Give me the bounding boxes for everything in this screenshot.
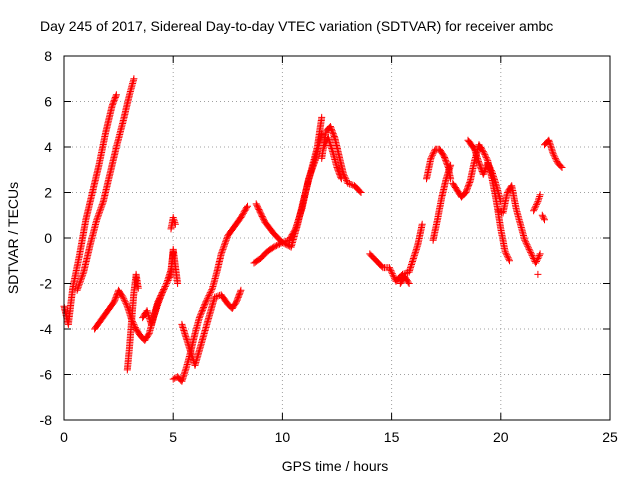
series-arc-2 (73, 75, 138, 294)
series-arc-23 (541, 136, 566, 171)
x-tick-label: 20 (493, 429, 509, 445)
series-arc-5 (139, 245, 182, 328)
data-point-markers (167, 214, 179, 233)
data-point-markers (396, 273, 413, 287)
data-points (60, 75, 566, 385)
series-arc-14 (396, 273, 413, 287)
data-point-markers (495, 182, 544, 267)
series-arc-18 (464, 136, 505, 206)
data-point-markers (320, 134, 345, 183)
axis-ticks: 0 5 10 15 20 25 -8 -6 -4 -2 0 2 4 6 8 (40, 48, 618, 445)
series-arc-6 (167, 214, 179, 233)
series-arc-8 (178, 286, 245, 369)
x-tick-label: 15 (384, 429, 400, 445)
x-axis-label: GPS time / hours (282, 458, 389, 474)
y-tick-label: -4 (40, 321, 53, 337)
y-tick-label: 8 (44, 48, 52, 64)
x-tick-label: 0 (60, 429, 68, 445)
data-point-markers (139, 245, 182, 328)
series-arc-22 (534, 270, 542, 278)
y-tick-label: 2 (44, 185, 52, 201)
series-arc-10 (252, 113, 326, 251)
data-point-markers (73, 75, 138, 294)
y-axis-label: SDTVAR / TECUs (5, 182, 21, 294)
y-tick-label: -2 (40, 276, 53, 292)
x-tick-label: 25 (602, 429, 618, 445)
x-tick-label: 5 (169, 429, 177, 445)
data-point-markers (252, 113, 326, 251)
y-tick-label: -6 (40, 367, 53, 383)
series-arc-4 (123, 270, 142, 374)
data-point-markers (464, 136, 505, 206)
series-arc-13 (366, 220, 426, 285)
data-point-markers (538, 211, 548, 224)
series-arc-21 (538, 211, 548, 224)
series-arc-20 (530, 191, 544, 215)
y-tick-label: 6 (44, 94, 52, 110)
data-point-markers (429, 161, 455, 244)
data-point-markers (123, 270, 142, 374)
data-point-markers (366, 220, 426, 285)
data-point-markers (530, 191, 544, 215)
data-point-markers (178, 286, 245, 369)
y-tick-label: -8 (40, 412, 53, 428)
y-tick-label: 0 (44, 230, 52, 246)
series-arc-12 (320, 134, 345, 183)
chart-title: Day 245 of 2017, Sidereal Day-to-day VTE… (40, 18, 553, 34)
x-tick-label: 10 (275, 429, 291, 445)
y-tick-label: 4 (44, 139, 52, 155)
data-point-markers (534, 270, 542, 278)
data-point-markers (541, 136, 566, 171)
series-arc-19 (495, 182, 544, 267)
series-arc-16 (429, 161, 455, 244)
